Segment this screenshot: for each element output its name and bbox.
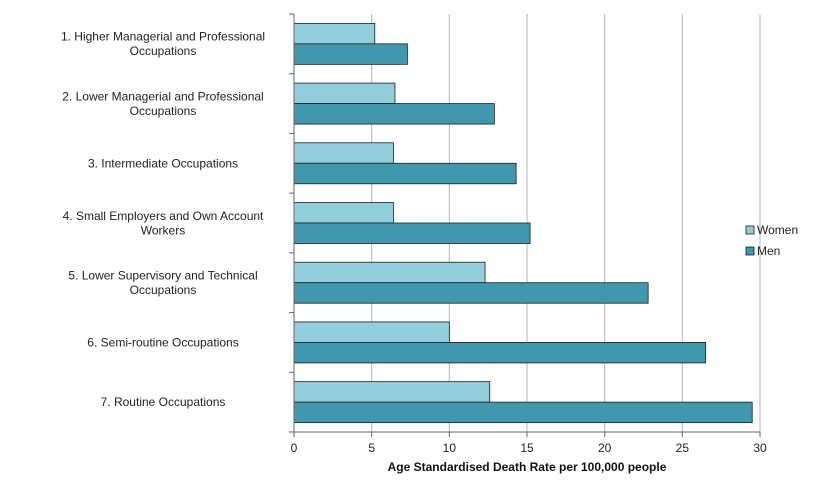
bar-women-7 <box>293 381 491 403</box>
x-tick-label-30: 30 <box>753 441 767 455</box>
bar-women-4 <box>293 202 394 224</box>
category-label-2: 2. Lower Managerial and Professional Occu… <box>62 89 263 118</box>
category-label-4: 4. Small Employers and Own Account Worker… <box>63 209 264 238</box>
category-labels: 1. Higher Managerial and Professional Occ… <box>61 30 265 410</box>
x-tick-label-10: 10 <box>443 441 457 455</box>
legend-swatch-women <box>745 225 755 235</box>
bar-women-1 <box>293 22 376 45</box>
axes <box>289 13 761 437</box>
legend-swatch-men <box>745 246 755 256</box>
category-label-6: 6. Semi-routine Occupations <box>87 335 238 349</box>
x-tick-label-15: 15 <box>520 441 534 455</box>
bar-women-5 <box>293 261 486 284</box>
category-label-7: 7. Routine Occupations <box>101 395 226 409</box>
x-tick-label-0: 0 <box>291 441 298 455</box>
bars <box>293 22 753 424</box>
bar-men-5 <box>293 282 649 304</box>
bar-men-4 <box>293 222 531 244</box>
category-label-5: 5. Lower Supervisory and Technical Occupa… <box>68 268 257 297</box>
legend-label-women: Women <box>757 223 798 237</box>
bar-women-6 <box>293 321 450 343</box>
category-label-3: 3. Intermediate Occupations <box>88 156 238 170</box>
bar-men-2 <box>293 103 495 125</box>
x-tick-label-20: 20 <box>598 441 612 455</box>
bar-women-2 <box>293 82 396 104</box>
bar-women-3 <box>293 142 394 164</box>
bar-men-3 <box>293 162 517 185</box>
bar-men-6 <box>293 342 707 364</box>
legend-label-men: Men <box>757 244 780 258</box>
bar-men-7 <box>293 401 753 424</box>
bar-men-1 <box>293 43 408 65</box>
x-tick-label-5: 5 <box>368 441 375 455</box>
legend: Women Men <box>745 223 798 258</box>
x-tick-label-25: 25 <box>676 441 690 455</box>
x-tick-labels: 0 5 10 15 20 25 30 <box>291 441 767 455</box>
category-label-1: 1. Higher Managerial and Professional Occ… <box>61 30 265 59</box>
x-axis-title: Age Standardised Death Rate per 100,000 … <box>388 460 667 474</box>
